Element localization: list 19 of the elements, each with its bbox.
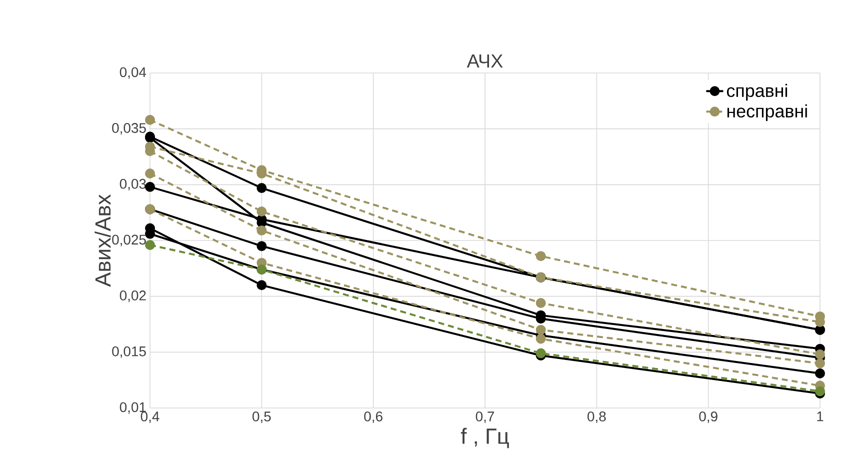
x-tick-label: 1 [817,412,824,422]
y-tick-label: 0,035 [112,123,146,135]
chart-title: АЧХ [466,54,503,68]
x-tick-label: 0,4 [140,412,160,424]
x-tick-label: 0,8 [588,412,606,424]
y-tick-label: 0,025 [112,234,146,246]
y-tick-label: 0,01 [120,402,146,414]
x-tick-label: 0,9 [699,412,718,424]
x-tick-label: 0,6 [364,412,382,424]
legend-label: несправні [727,104,807,122]
legend-label: справні [726,84,788,101]
y-tick-label: 0,04 [120,67,146,79]
y-tick-label: 0,03 [120,178,146,190]
x-tick-label: 0,5 [252,412,271,424]
y-tick-label: 0,015 [112,346,146,358]
y-tick-label: 0,02 [120,290,146,302]
y-axis-title: Авих/Авх [94,194,111,287]
x-axis-title: f , Гц [460,428,509,448]
x-tick-label: 0,7 [476,412,494,424]
